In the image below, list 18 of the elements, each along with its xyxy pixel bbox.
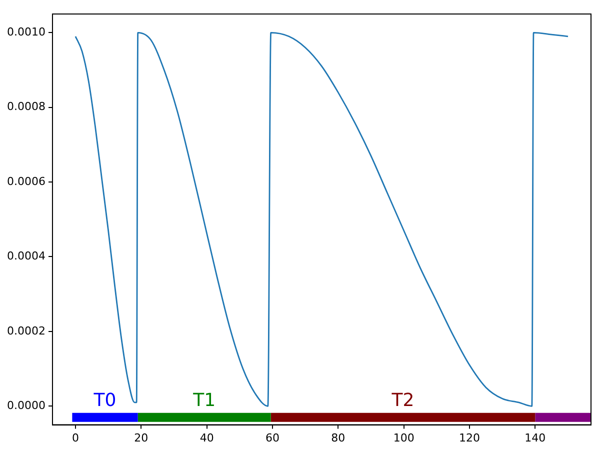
x-tick-label: 140: [524, 431, 546, 444]
x-tick-label: 100: [393, 431, 414, 444]
series-label: T2: [390, 390, 414, 412]
y-tick-label: 0.0008: [6, 100, 46, 114]
y-tick-label: 0.0010: [6, 26, 46, 39]
x-tick-label: 20: [134, 431, 148, 444]
series-label: T0: [92, 390, 116, 412]
y-tick-label: 0.0000: [6, 398, 46, 412]
x-tick-label: 80: [331, 431, 346, 444]
x-tick-label: 60: [265, 431, 280, 444]
y-tick-label: 0.0006: [6, 174, 46, 188]
x-tick-label: 0: [72, 431, 79, 444]
y-tick-label: 0.0004: [6, 250, 46, 263]
line-series: [74, 32, 569, 407]
x-tick-label: 120: [459, 431, 480, 444]
series-label: T1: [192, 390, 216, 412]
y-tick-label: 0.0002: [6, 324, 46, 338]
x-tick-label: 40: [200, 431, 214, 444]
